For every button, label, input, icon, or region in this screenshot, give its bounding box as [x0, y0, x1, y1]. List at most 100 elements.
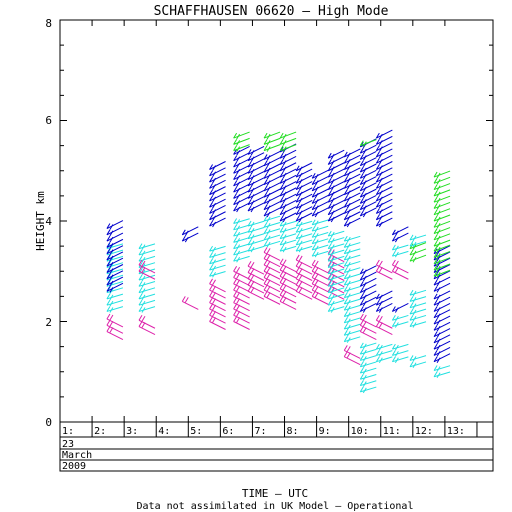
barb-flag [391, 265, 396, 272]
barb-flag [209, 208, 213, 214]
barb-flag [330, 216, 335, 223]
barb-shaft [344, 211, 361, 221]
barb-shaft [247, 272, 265, 281]
barb-flag [343, 208, 348, 214]
barb-flag [212, 215, 216, 222]
date-year: 2009 [62, 461, 86, 472]
barb-flag [394, 351, 399, 357]
wind-barb [409, 361, 427, 368]
barb-flag [412, 290, 417, 297]
wind-barb [106, 320, 124, 334]
barb-flag [279, 271, 284, 277]
barb-flag [109, 288, 114, 294]
barb-flag [295, 254, 300, 261]
barb-shaft [247, 202, 265, 212]
barb-shaft [233, 202, 250, 212]
barb-flag [330, 160, 335, 166]
wind-barb [295, 267, 313, 281]
barb-shaft [233, 283, 250, 293]
barb-flag [359, 386, 364, 393]
barb-shaft [233, 144, 250, 152]
barb-flag [106, 286, 111, 292]
barb-flag [433, 258, 438, 264]
barb-flag [412, 250, 417, 257]
barb-shaft [409, 296, 427, 302]
barb-flag [343, 201, 348, 208]
barb-flag [236, 187, 241, 194]
barb-flag [266, 223, 271, 229]
barb-flag [282, 216, 287, 223]
barb-shaft [295, 199, 313, 209]
wind-barb [327, 230, 345, 238]
wind-barb [263, 247, 281, 261]
barb-shaft [376, 167, 393, 177]
barb-flag [327, 230, 332, 237]
barb-flag [409, 240, 414, 247]
barb-flag [236, 156, 241, 162]
wind-barb [327, 268, 345, 276]
barb-flag [412, 244, 417, 250]
barb-shaft [328, 253, 345, 263]
wind-barb [375, 154, 393, 165]
barb-shaft [106, 299, 124, 306]
barb-shaft [106, 264, 124, 273]
wind-barb [279, 193, 297, 204]
barb-flag [433, 318, 438, 325]
wind-barb [433, 303, 451, 313]
barb-flag [138, 259, 143, 266]
barb-flag [433, 209, 438, 215]
barb-shaft [263, 188, 281, 198]
barb-flag [247, 149, 252, 155]
barb-flag [327, 262, 332, 268]
wind-barb [279, 258, 297, 273]
barb-shaft [360, 303, 377, 312]
barb-flag [436, 229, 441, 235]
wind-barb [295, 227, 313, 234]
barb-flag [247, 260, 252, 267]
barb-shaft [247, 196, 265, 206]
barb-flag [209, 316, 213, 322]
wind-profile [279, 131, 297, 310]
barb-flag [362, 155, 367, 161]
barb-shaft [409, 240, 427, 247]
barb-flag [362, 300, 367, 307]
wind-barb [233, 171, 250, 181]
barb-flag [279, 239, 284, 246]
barb-flag [298, 179, 303, 185]
wind-barb [311, 244, 329, 252]
wind-barb [433, 353, 451, 363]
barb-flag [106, 267, 111, 273]
barb-shaft [295, 181, 313, 191]
barb-flag [109, 314, 114, 321]
wind-barb [359, 176, 377, 186]
barb-flag [279, 215, 284, 222]
wind-barb [409, 314, 427, 322]
barb-shaft [279, 245, 297, 252]
barb-flag [247, 168, 252, 174]
barb-flag [391, 250, 396, 257]
barb-flag [311, 244, 316, 251]
barb-shaft [233, 137, 250, 145]
wind-barb [391, 232, 409, 243]
barb-shaft [247, 220, 265, 227]
barb-shaft [263, 201, 281, 211]
barb-flag [233, 284, 238, 291]
barb-shaft [376, 192, 393, 202]
wind-barb [279, 264, 297, 279]
wind-profile [233, 131, 250, 330]
barb-flag [330, 185, 335, 191]
barb-shaft [360, 194, 377, 204]
barb-flag [346, 346, 351, 352]
barb-shaft [106, 245, 124, 255]
barb-flag [250, 156, 255, 162]
barb-flag [436, 272, 441, 278]
barb-flag [378, 294, 383, 301]
barb-flag [346, 243, 351, 249]
barb-flag [109, 243, 114, 249]
wind-barb [311, 201, 329, 211]
barb-flag [233, 303, 238, 310]
barb-shaft [263, 240, 281, 247]
barb-flag [109, 287, 114, 293]
barb-shaft [376, 270, 393, 280]
barb-flag [375, 350, 380, 356]
